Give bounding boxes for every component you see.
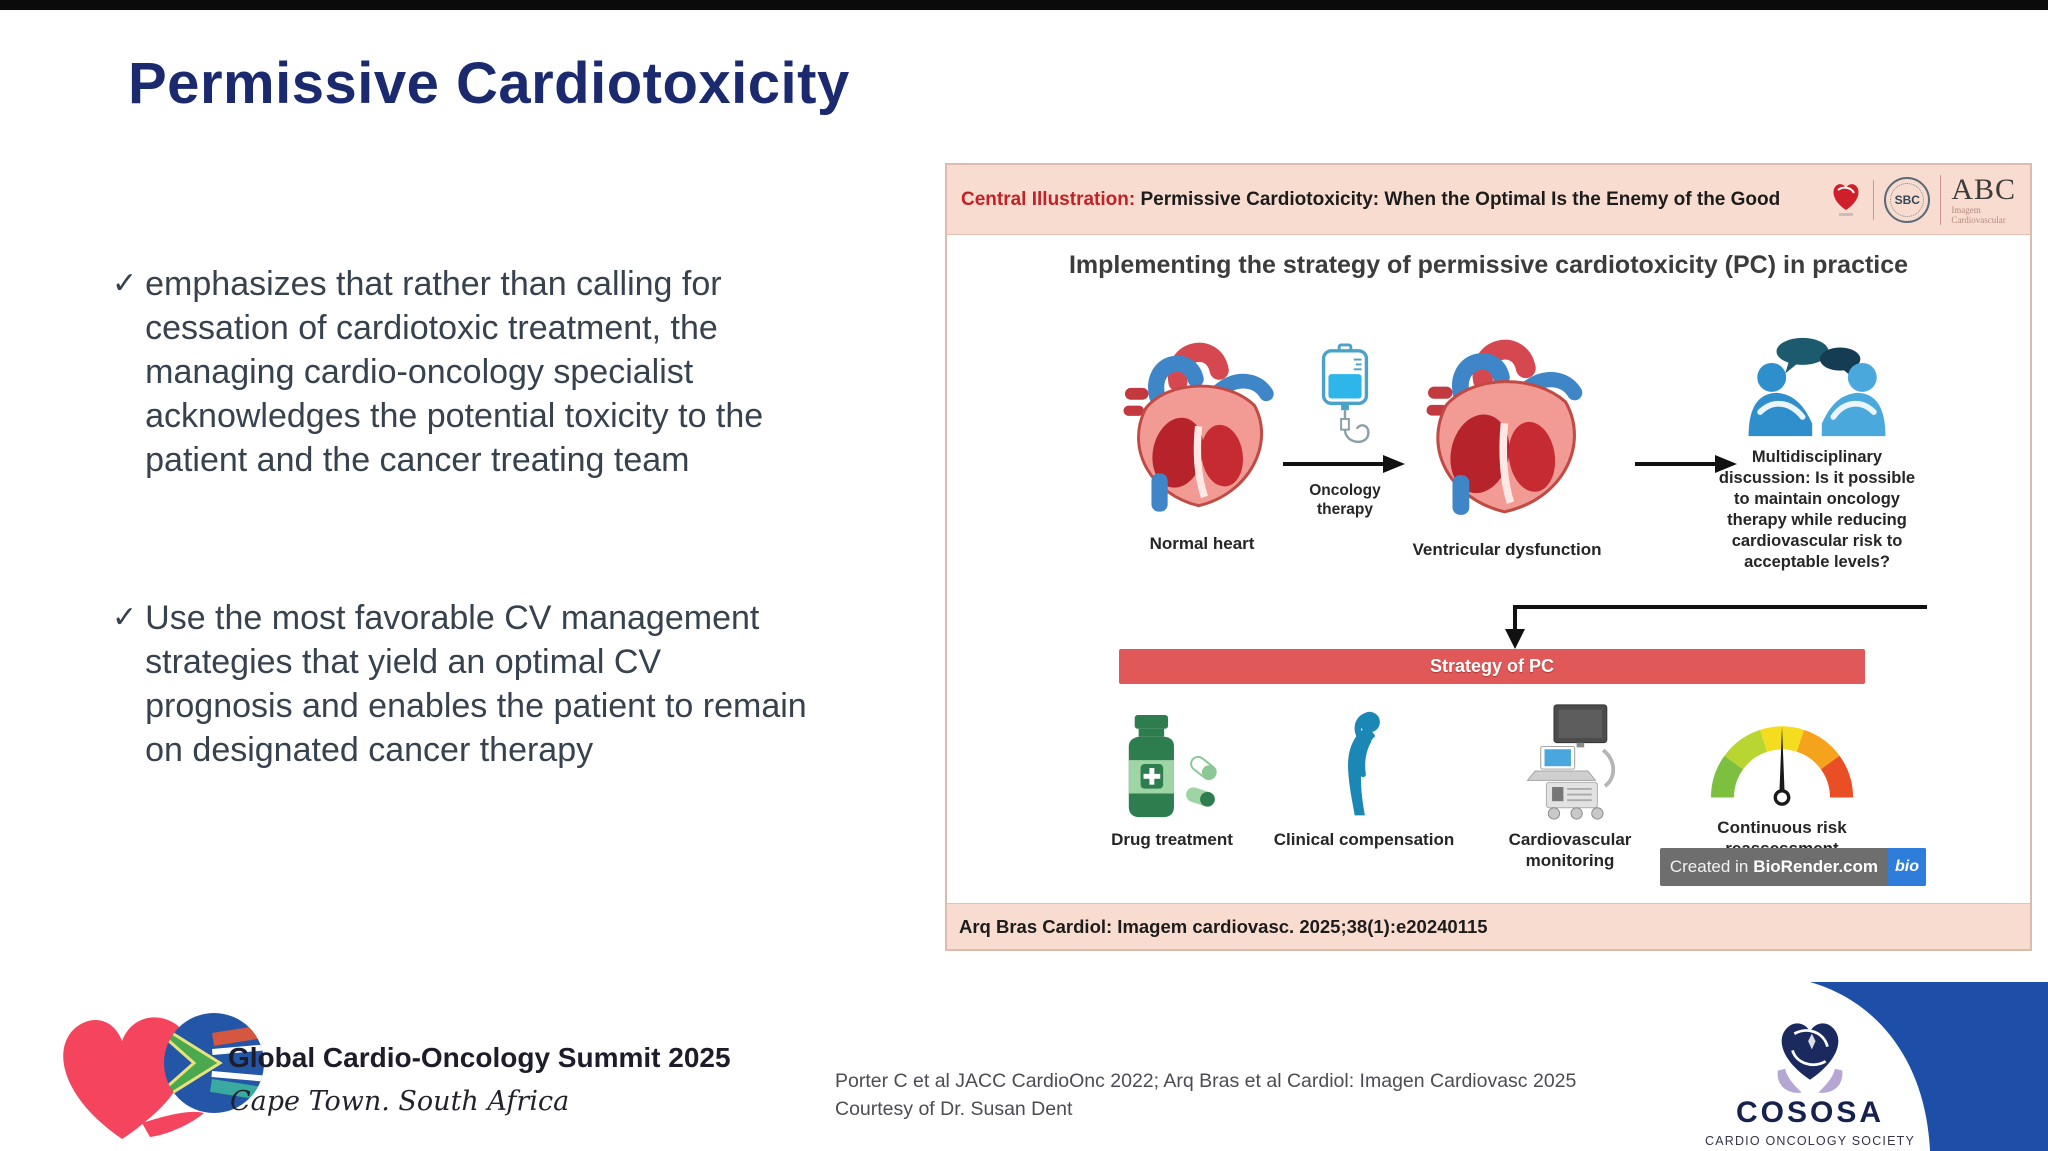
arrow-right-icon: [1283, 455, 1405, 473]
biorender-prefix: Created in: [1669, 857, 1749, 876]
figure-header: Central Illustration: Permissive Cardiot…: [947, 165, 2030, 235]
central-illustration-label: Central Illustration:: [961, 188, 1136, 210]
elbow-arrow-down-icon: [1505, 605, 1927, 649]
checkmark-icon: ✓: [112, 267, 138, 300]
iv-bag-icon: [1321, 343, 1370, 443]
abc-journal-logo: ABC Imagem Cardiovascular: [1940, 172, 2016, 225]
dic-heart-icon: [1833, 183, 1859, 216]
normal-heart-label: Normal heart: [1149, 534, 1255, 553]
strategy-item: Drug treatment: [1077, 703, 1267, 850]
biorender-badge: Created in BioRender.com bio: [1659, 848, 1926, 886]
summit-heart-logo: [63, 1013, 264, 1139]
bullet-item: ✓ emphasizes that rather than calling fo…: [112, 262, 812, 482]
arrow-right-icon: [1635, 455, 1737, 473]
top-black-bar: [0, 0, 2048, 10]
biorender-brand: BioRender.com: [1753, 857, 1878, 876]
abc-logo-text: ABC: [1951, 172, 2016, 206]
bent-person-icon: [1348, 711, 1380, 816]
strategy-item: Continuous risk reassessment: [1687, 703, 1877, 859]
sbc-seal-icon: SBC: [1884, 176, 1931, 223]
strategy-of-pc-bar: Strategy of PC: [1119, 649, 1865, 684]
summit-title: Global Cardio-Oncology Summit 2025: [228, 1042, 731, 1073]
cososa-logo: [1777, 1023, 1843, 1093]
dysfunction-heart-illustration: [1426, 339, 1583, 515]
echo-machine-icon: [1526, 704, 1616, 820]
strategy-label: Drug treatment: [1111, 830, 1233, 849]
figure-header-text: Permissive Cardiotoxicity: When the Opti…: [1140, 188, 1781, 210]
bullet-text: Use the most favorable CV management str…: [145, 599, 807, 769]
normal-heart-illustration: [1123, 342, 1274, 512]
reference-line: Porter C et al JACC CardioOnc 2022; Arq …: [835, 1070, 1577, 1092]
strategy-item: Cardiovascular monitoring: [1475, 703, 1665, 871]
journal-logos: SBC ABC Imagem Cardiovascular: [1829, 172, 2016, 225]
discussion-people-icon: [1748, 337, 1886, 437]
cososa-name: COSOSA: [1735, 1096, 1885, 1129]
blue-wave-decoration: [1810, 982, 2048, 1151]
figure-title: Implementing the strategy of permissive …: [1068, 251, 1909, 279]
reference-line: Courtesy of Dr. Susan Dent: [835, 1098, 1073, 1120]
risk-gauge-icon: [1710, 726, 1854, 806]
figure-header-title: Central Illustration: Permissive Cardiot…: [961, 189, 1829, 211]
sbc-seal-text: SBC: [1890, 182, 1925, 217]
figure-citation: Arq Bras Cardiol: Imagem cardiovasc. 202…: [947, 903, 2030, 949]
central-illustration-figure: Central Illustration: Permissive Cardiot…: [945, 163, 2032, 951]
strategy-label: Cardiovascular monitoring: [1508, 830, 1632, 870]
medicine-bottle-icon: [1128, 714, 1217, 818]
page-title: Permissive Cardiotoxicity: [128, 51, 850, 116]
cososa-subtitle: CARDIO ONCOLOGY SOCIETY: [1704, 1134, 1916, 1148]
checkmark-icon: ✓: [112, 601, 138, 634]
bullet-text: emphasizes that rather than calling for …: [145, 265, 764, 479]
oncology-therapy-label: Oncology therapy: [1309, 482, 1381, 518]
logo-divider: [1873, 179, 1875, 220]
strategy-label: Clinical compensation: [1273, 830, 1455, 849]
abc-logo-sub1: Imagem: [1951, 204, 1981, 215]
summit-location: Cape Town. South Africa: [230, 1086, 570, 1117]
strategy-item: Clinical compensation: [1269, 703, 1459, 850]
biorender-bio-icon: bio: [1888, 848, 1926, 886]
abc-logo-sub2: Cardiovascular: [1951, 214, 2006, 225]
bullet-item: ✓ Use the most favorable CV management s…: [112, 596, 812, 772]
ventricular-dysfunction-label: Ventricular dysfunction: [1412, 540, 1602, 559]
multidisciplinary-text: Multidisciplinary discussion: Is it poss…: [1718, 448, 1916, 571]
